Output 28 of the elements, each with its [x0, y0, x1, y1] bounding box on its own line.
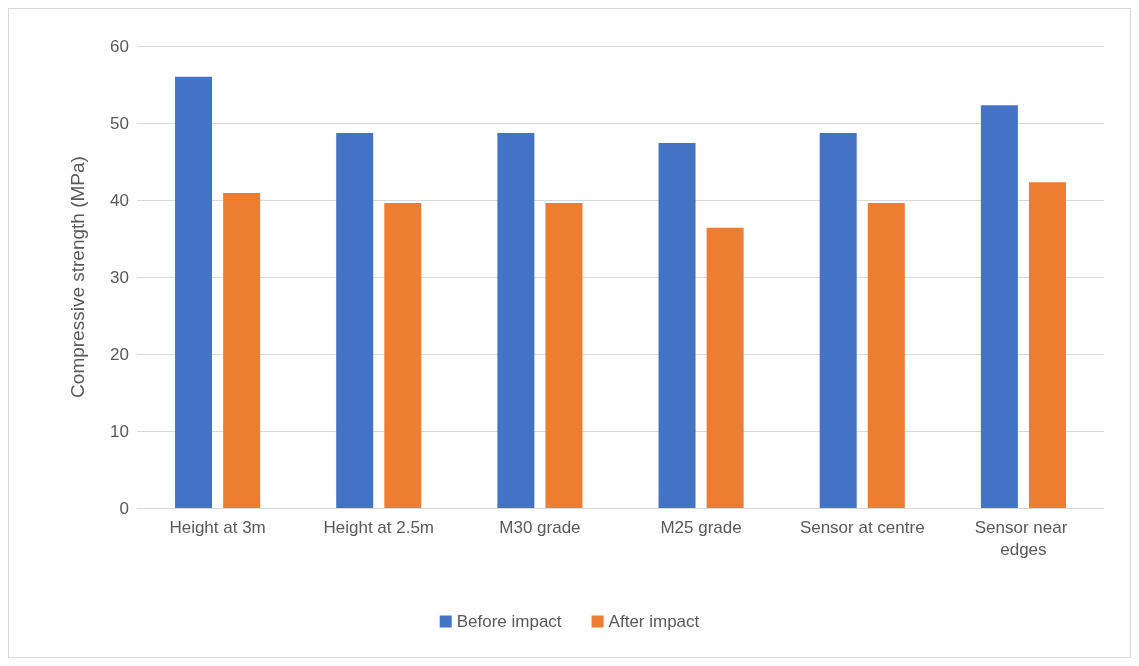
y-tick-label: 10 [110, 421, 129, 441]
legend-label: Before impact [456, 612, 562, 631]
bar [223, 193, 261, 508]
x-tick-label: Sensor at centre [799, 517, 925, 537]
bar [658, 143, 696, 508]
y-tick-label: 20 [110, 344, 129, 364]
bar [545, 203, 583, 508]
y-tick-label: 40 [110, 190, 129, 210]
bar [706, 227, 744, 508]
y-tick-label: 60 [110, 36, 129, 56]
bar [980, 105, 1018, 508]
bar [336, 133, 374, 508]
bar [175, 76, 213, 508]
x-tick-label: Sensor near edges [974, 517, 1073, 559]
bar [867, 203, 905, 508]
y-tick-label: 50 [110, 113, 129, 133]
x-tick-label: M25 grade [660, 517, 742, 537]
bar [819, 133, 857, 508]
x-tick-label: Height at 3m [169, 517, 266, 537]
bar [497, 133, 535, 508]
legend-label: After impact [608, 612, 700, 631]
bar [1028, 182, 1066, 508]
x-tick-label: Height at 2.5m [323, 517, 435, 537]
bar [384, 203, 422, 508]
y-tick-label: 30 [110, 267, 129, 287]
y-tick-label: 0 [119, 498, 129, 518]
x-tick-label: M30 grade [499, 517, 581, 537]
y-axis-title: Compressive strength (MPa) [67, 156, 88, 398]
